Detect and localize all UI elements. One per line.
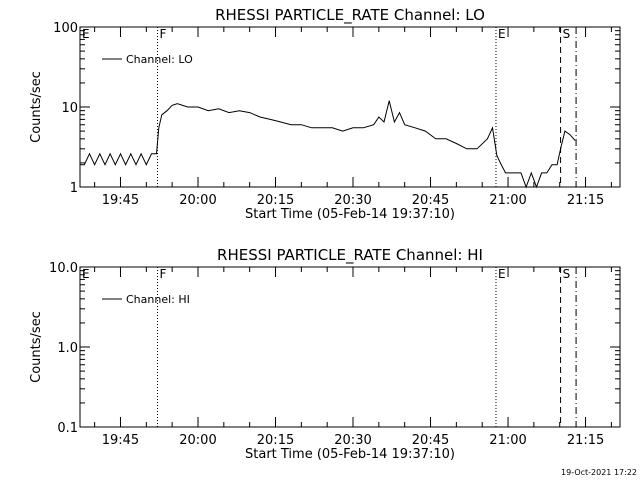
y-tick-label: 10 [61,101,78,116]
y-tick-label: 1 [70,181,78,196]
marker-label: S [563,27,571,41]
legend-label: Channel: LO [126,53,193,66]
y-tick-label: 10.0 [49,261,78,276]
chart-panel-lo: RHESSI PARTICLE_RATE Channel: LO 1 10 100 Co… [29,6,621,222]
marker-label: F [160,267,167,281]
x-tick-label: 20:30 [334,193,371,208]
marker-label: E [82,27,90,41]
chart-title: RHESSI PARTICLE_RATE Channel: HI [217,246,483,265]
y-tick-label: 100 [53,21,78,36]
x-tick-label: 19:45 [102,193,139,208]
x-tick-label: 20:15 [257,193,294,208]
x-tick-label: 20:00 [179,433,216,448]
x-tick-label: 20:45 [412,193,449,208]
x-axis-label: Start Time (05-Feb-14 19:37:10) [245,447,455,462]
x-tick-label: 20:45 [412,433,449,448]
y-axis-label: Counts/sec [29,311,44,383]
x-tick-label: 21:00 [489,433,526,448]
x-tick-label: 20:30 [334,433,371,448]
chart-title: RHESSI PARTICLE_RATE Channel: LO [215,6,485,25]
series-line [80,100,576,189]
y-tick-label: 0.1 [57,421,78,436]
x-tick-label: 21:00 [489,193,526,208]
x-tick-label: 19:45 [102,433,139,448]
x-axis-label: Start Time (05-Feb-14 19:37:10) [245,207,455,222]
marker-label: S [563,267,571,281]
chart-panel-hi: RHESSI PARTICLE_RATE Channel: HI 0.1 1.0 10… [29,246,621,462]
x-tick-label: 21:15 [567,433,604,448]
marker-label: E [82,267,90,281]
legend-label: Channel: HI [126,293,190,306]
x-tick-label: 21:15 [567,193,604,208]
marker-label: E [498,27,506,41]
footer-timestamp: 19-Oct-2021 17:22 [561,468,637,477]
marker-label: F [160,27,167,41]
y-tick-label: 1.0 [57,341,78,356]
y-axis-label: Counts/sec [29,71,44,143]
x-tick-label: 20:00 [179,193,216,208]
x-tick-label: 20:15 [257,433,294,448]
marker-label: E [498,267,506,281]
